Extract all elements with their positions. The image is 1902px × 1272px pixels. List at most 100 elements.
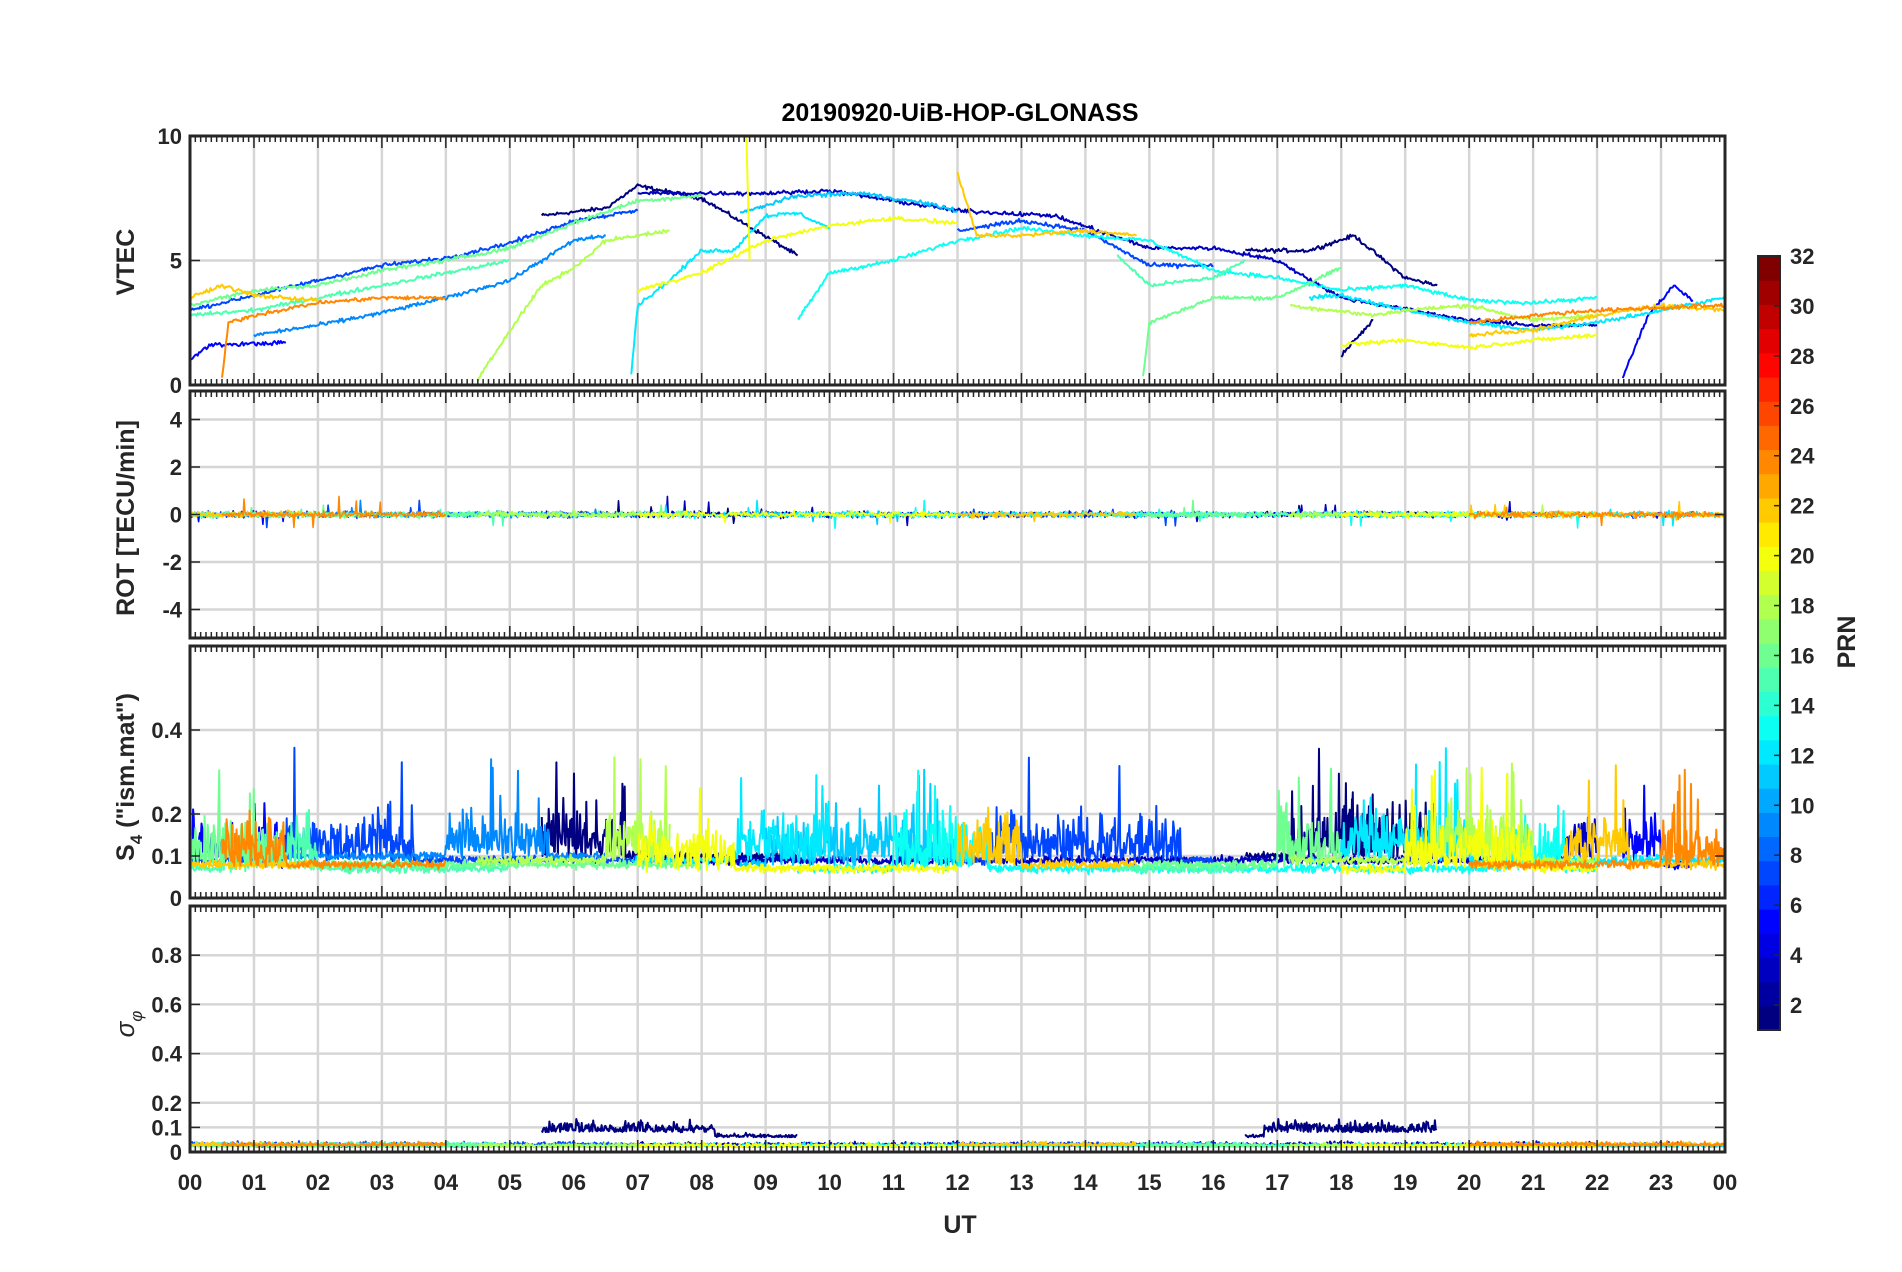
plot-frame — [188, 904, 1727, 1154]
colorbar-swatch — [1758, 473, 1780, 499]
colorbar-swatch — [1758, 352, 1780, 378]
panel-rot: ROT [TECU/min] -4 -2 0 2 4 — [112, 389, 1727, 640]
rot-line-prn-16 — [1142, 499, 1341, 519]
sigma-line-prn-22 — [956, 1140, 1137, 1147]
colorbar-swatch — [1758, 376, 1780, 402]
sigma-ylabel-main: σ — [110, 1020, 140, 1037]
vtec-line-prn-16 — [189, 193, 703, 307]
vtec-line-prn-1 — [1340, 318, 1374, 358]
vtec-line-prn-20 — [745, 137, 751, 261]
vtec-line-prn-12 — [1308, 292, 1726, 332]
s4-line-prn-24 — [221, 809, 447, 871]
s4-line-prn-22 — [956, 806, 1138, 871]
y-tick-label: 0 — [170, 373, 182, 398]
s4-line-prn-20 — [1340, 766, 1598, 876]
panel-vtec: VTEC 0 5 10 — [112, 124, 1727, 398]
vtec-line-prn-20 — [1340, 333, 1598, 351]
x-tick-label: 11 — [882, 1170, 905, 1195]
y-tick-label: -4 — [162, 598, 182, 623]
vtec-line-prn-20 — [637, 215, 958, 293]
s4-line-prn-18 — [476, 756, 671, 867]
x-tick-label: 21 — [1521, 1170, 1545, 1195]
s4-line-prn-20 — [636, 787, 958, 875]
x-tick-label: 09 — [753, 1170, 777, 1195]
plot-frame — [188, 389, 1727, 640]
colorbar-tick-label: 16 — [1790, 643, 1814, 668]
colorbar-tick-label: 26 — [1790, 394, 1814, 419]
s4-line-prn-20 — [745, 864, 751, 873]
x-tick-label: 13 — [1009, 1170, 1033, 1195]
x-tick-label: 04 — [434, 1170, 459, 1195]
x-tick-label: 06 — [562, 1170, 586, 1195]
y-tick-label: 0.1 — [151, 844, 182, 869]
panel-sigma: σφ 00.10.2 0.4 0.6 0.8 — [110, 904, 1727, 1165]
y-tick-label: 4 — [170, 408, 183, 433]
y-tick-label: 0.8 — [151, 943, 182, 968]
vtec-line-prn-11 — [739, 190, 959, 214]
vtec-line-prn-24 — [1468, 302, 1726, 325]
vtec-line-prn-1 — [1245, 233, 1438, 287]
vtec-line-prn-18 — [476, 228, 670, 381]
colorbar-tick-label: 14 — [1790, 693, 1815, 718]
colorbar-tick-label: 24 — [1790, 444, 1815, 469]
colorbar-tick-label: 2 — [1790, 993, 1802, 1018]
colorbar-swatch — [1758, 594, 1780, 620]
vtec-line-prn-15 — [189, 259, 511, 317]
vtec-line-prn-18 — [1289, 303, 1598, 323]
s4-ylabel-sub: 4 — [127, 834, 146, 844]
colorbar-tick-label: 4 — [1790, 943, 1803, 968]
grid — [188, 906, 1727, 1154]
colorbar-label: PRN — [1833, 616, 1861, 669]
rot-ylabel: ROT [TECU/min] — [112, 420, 140, 616]
x-tick-label: 00 — [1713, 1170, 1737, 1195]
colorbar-swatch — [1758, 884, 1780, 910]
y-tick-label: 0.2 — [151, 1091, 182, 1116]
vtec-line-prn-1 — [540, 183, 799, 257]
panel-s4: S4 ("ism.mat") 0 0.1 0.2 0.4 — [112, 644, 1727, 911]
colorbar-swatch — [1758, 643, 1780, 668]
x-axis: 00 01 02 03 04 05 06 07 08 09 10 11 12 13 14 15 16 17 18 19… — [178, 1170, 1737, 1195]
y-tick-label: 0 — [170, 886, 182, 911]
y-tick-label: -2 — [162, 550, 182, 575]
x-tick-label: 10 — [817, 1170, 841, 1195]
colorbar-tick-label: 22 — [1790, 494, 1814, 519]
y-tick-label: 5 — [170, 249, 182, 274]
colorbar-tick-label: 8 — [1790, 843, 1802, 868]
y-tick-label: 0.4 — [151, 718, 182, 743]
vtec-line-prn-22 — [189, 283, 319, 302]
colorbar-swatch — [1758, 860, 1780, 886]
colorbar-swatch — [1758, 280, 1780, 305]
vtec-line-prn-24 — [221, 295, 446, 378]
x-tick-label: 15 — [1137, 1170, 1161, 1195]
colorbar-swatch — [1758, 909, 1780, 934]
x-tick-label: 05 — [498, 1170, 522, 1195]
y-tick-label: 0.6 — [151, 992, 182, 1017]
sigma-line-prn-1 — [540, 1118, 798, 1139]
y-tick-label: 0.4 — [151, 1042, 182, 1067]
colorbar-swatch — [1758, 739, 1780, 765]
y-tick-label: 0 — [170, 1140, 182, 1165]
s4-ylabel: S4 ("ism.mat") — [112, 693, 146, 861]
vtec-line-prn-22 — [956, 171, 1138, 239]
rot-line-prn-20 — [637, 509, 958, 524]
vtec-line-prn-7 — [189, 208, 639, 312]
vtec-line-prn-9 — [253, 234, 606, 338]
x-tick-label: 14 — [1073, 1170, 1098, 1195]
colorbar-swatch — [1758, 449, 1780, 475]
y-tick-label: 0.2 — [151, 802, 182, 827]
plot-frame — [188, 644, 1727, 900]
vtec-line-prn-16 — [1142, 267, 1342, 377]
vtec-line-prn-5 — [1621, 284, 1694, 379]
y-tick-label: 0 — [170, 503, 182, 528]
colorbar-swatch — [1758, 667, 1780, 692]
sigma-line-prn-1 — [1340, 1121, 1374, 1133]
x-axis-label: UT — [943, 1211, 976, 1239]
x-tick-label: 19 — [1393, 1170, 1417, 1195]
x-tick-label: 17 — [1265, 1170, 1289, 1195]
s4-line-prn-16 — [1142, 767, 1342, 871]
colorbar-swatch — [1758, 788, 1780, 813]
colorbar-swatch — [1758, 401, 1780, 426]
x-tick-label: 01 — [242, 1170, 266, 1195]
x-tick-label: 12 — [945, 1170, 969, 1195]
